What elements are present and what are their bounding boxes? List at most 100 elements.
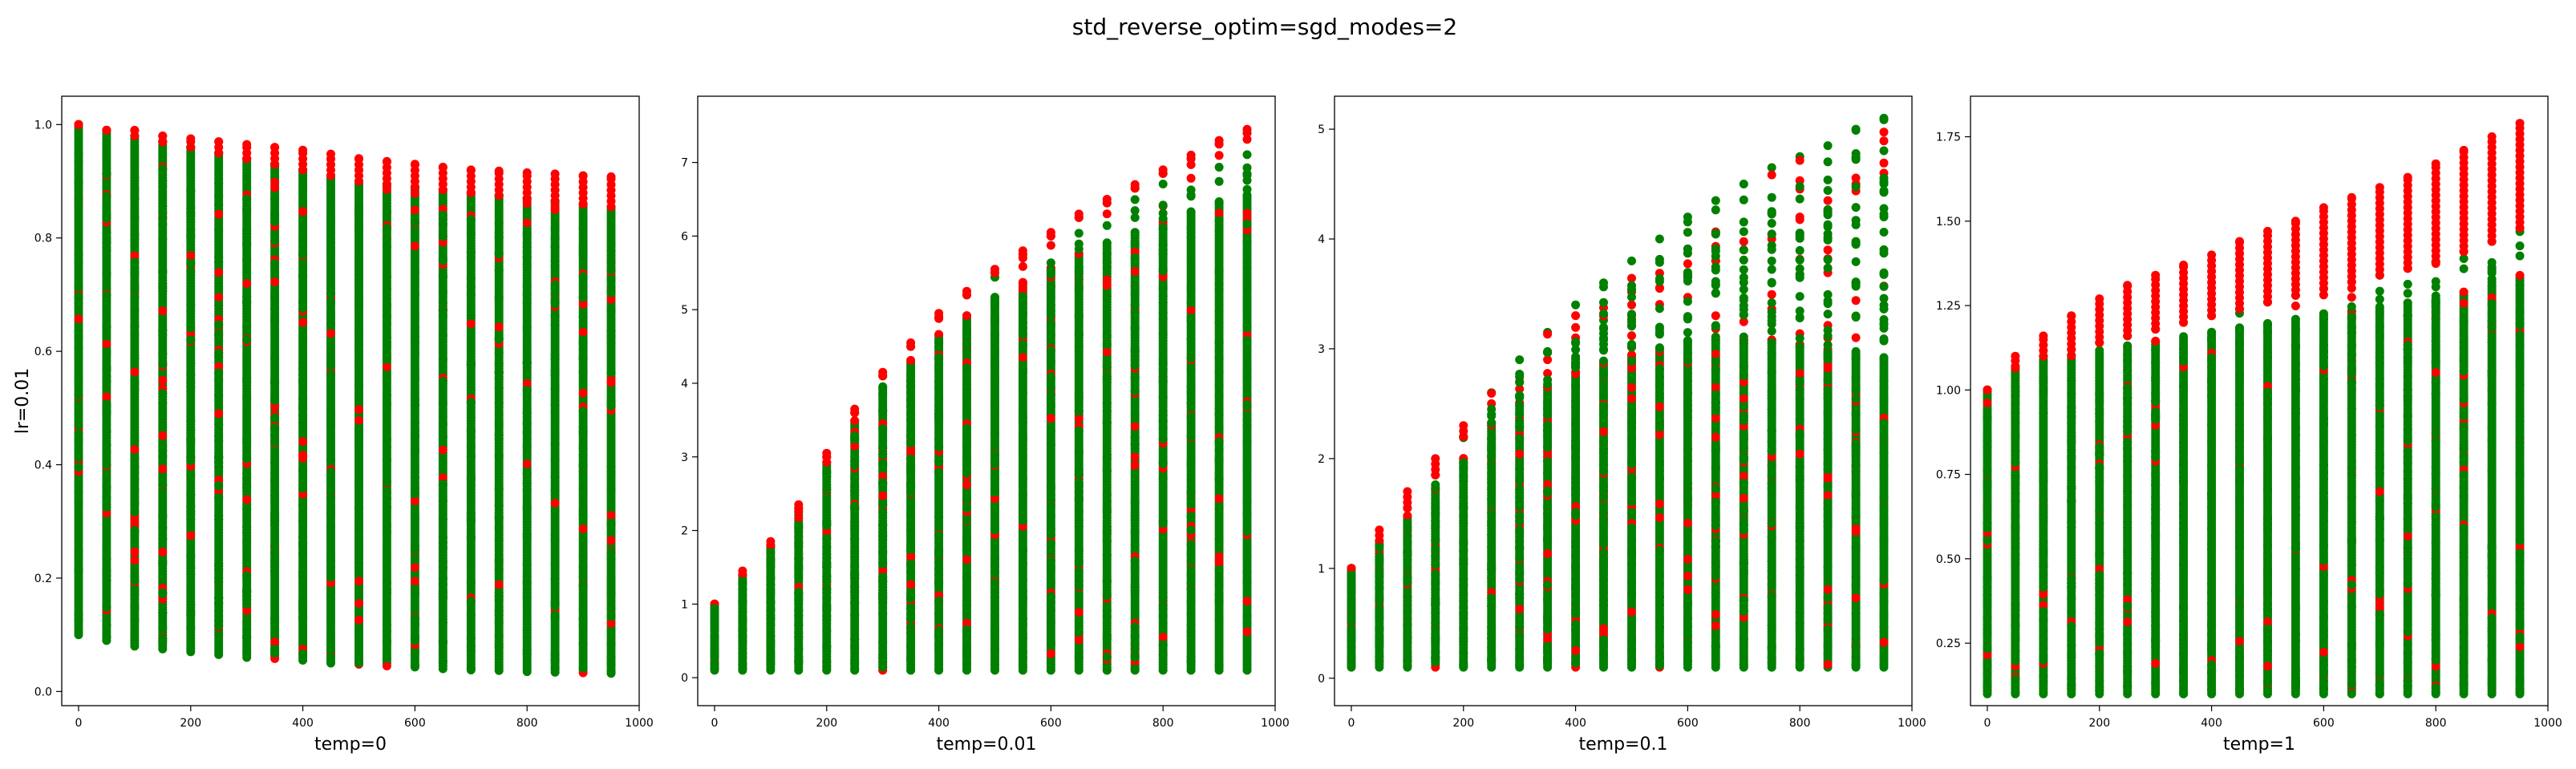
red-point [794,500,804,509]
green-point [606,274,616,284]
green-point [186,452,196,462]
green-point [438,432,448,442]
green-point [494,358,504,368]
red-point [494,322,504,332]
green-point [382,637,391,647]
green-point [74,195,83,204]
scatter-points [710,124,1252,675]
green-point [794,563,804,573]
green-point [822,593,832,603]
red-point [74,314,83,324]
green-point [822,467,832,476]
green-point [794,619,804,629]
red-point [822,448,832,458]
red-point [270,143,280,152]
red-point [606,536,616,545]
red-point [214,409,224,419]
green-point [158,389,168,399]
green-point [242,536,252,546]
green-point [242,599,252,609]
green-point [186,435,196,444]
green-point [326,455,335,464]
green-point [794,643,804,653]
green-point [710,631,719,640]
green-point [382,455,391,464]
green-point [550,385,560,394]
green-point [298,236,308,245]
green-point [130,292,140,302]
green-point [466,282,476,292]
green-point [410,585,419,594]
green-point [130,436,140,446]
green-point [438,270,448,280]
green-point [214,200,224,209]
green-point [242,240,252,249]
green-point [270,353,280,362]
green-point [214,436,224,446]
green-point [522,579,532,589]
green-point [550,224,560,233]
red-point [382,156,391,166]
green-point [74,257,83,266]
green-point [578,563,588,573]
green-point [522,633,532,643]
green-point [606,307,616,317]
green-point [186,225,196,234]
green-point [74,375,83,385]
green-point [326,238,335,248]
red-point [102,125,111,135]
x-tick-label: 800 [516,717,538,730]
red-point [130,125,140,135]
green-point [354,340,363,350]
green-point [550,574,560,584]
green-point [102,427,111,436]
green-point [214,225,224,235]
green-point [102,347,111,357]
green-point [606,627,616,637]
red-point [186,251,196,261]
green-point [410,400,419,410]
green-point [130,463,140,472]
green-point [494,248,504,257]
green-point [466,442,476,451]
green-point [102,233,111,243]
green-point [382,334,391,343]
green-point [578,272,588,281]
green-point [606,554,616,564]
red-point [550,499,560,508]
green-point [494,219,504,228]
green-point [102,245,111,255]
red-point [158,464,168,474]
red-point [354,405,363,415]
green-point [158,480,168,490]
green-point [410,349,419,358]
green-point [102,322,111,332]
green-point [466,641,476,650]
green-point [522,239,532,249]
green-point [242,205,252,215]
green-point [74,350,83,360]
green-point [578,572,588,581]
green-point [522,246,532,256]
y-axis-label: lr=0.01 [13,368,33,435]
scatter-points [74,119,616,678]
green-point [326,467,335,477]
green-point [466,248,476,257]
green-point [102,566,111,576]
green-point [438,220,448,229]
green-point [130,306,140,315]
green-point [214,192,224,201]
green-point [354,430,363,439]
green-point [270,212,280,222]
green-point [354,516,363,525]
green-point [186,609,196,619]
green-point [382,272,391,281]
green-point [438,543,448,552]
green-point [270,476,280,485]
green-point [242,225,252,235]
red-point [410,160,419,169]
green-point [354,443,363,452]
green-point [550,560,560,569]
green-point [74,250,83,260]
green-point [522,593,532,602]
